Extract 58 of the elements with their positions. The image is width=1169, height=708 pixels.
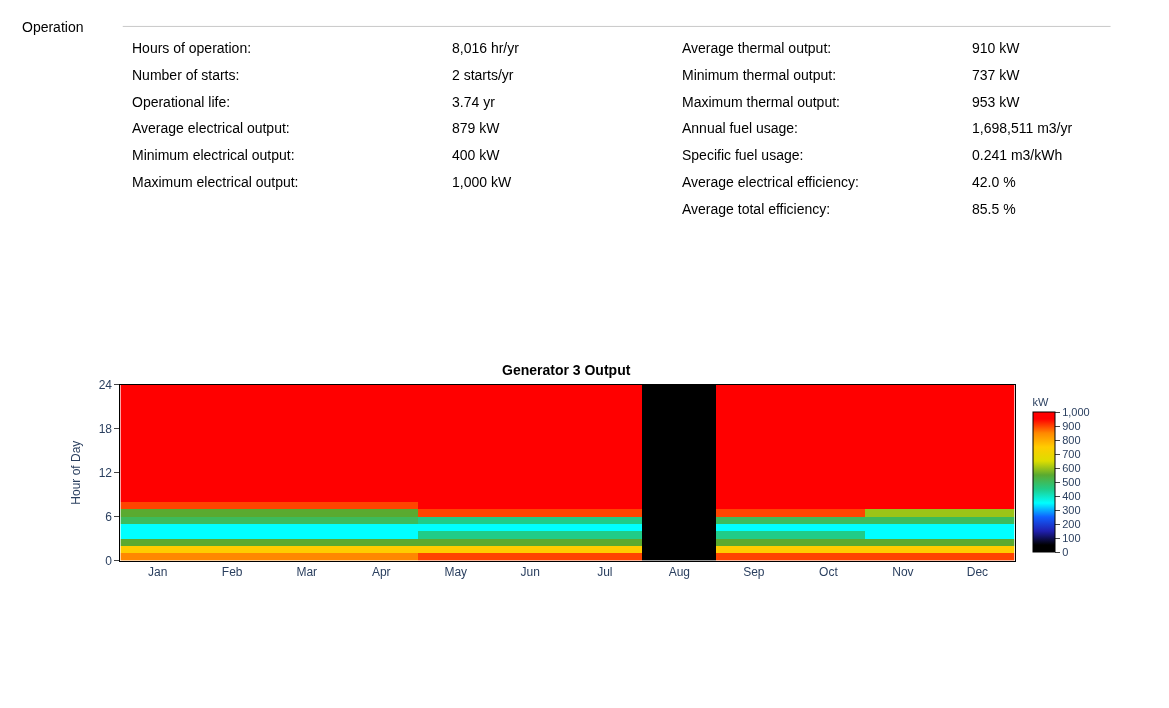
y-tick-label: 24 (98, 377, 113, 392)
text: 3.74 yr (452, 94, 496, 110)
color-bar-label: 300 (1062, 504, 1081, 517)
color-bar-label: 100 (1062, 532, 1081, 545)
text: 0.241 m3/kWh (972, 147, 1063, 163)
text: Average electrical output: (132, 120, 290, 136)
text: 910 kW (972, 40, 1021, 56)
color-bar-label: 200 (1062, 518, 1081, 531)
text: Minimum electrical output: (132, 147, 295, 163)
y-axis-title: Hour of Day (68, 440, 83, 505)
chart-title: Generator 3 Output (502, 362, 631, 378)
text: Minimum thermal output: (682, 67, 837, 83)
y-tick-label: 12 (98, 465, 113, 480)
text: 879 kW (452, 120, 501, 136)
text: 42.0 % (972, 174, 1016, 190)
color-bar-title: kW (1032, 395, 1049, 408)
x-tick-label: Mar (296, 565, 318, 580)
text: 953 kW (972, 94, 1021, 110)
color-bar-label: 900 (1062, 420, 1081, 433)
text: Operational life: (132, 94, 231, 110)
x-tick-label: Nov (892, 565, 914, 580)
text: Number of starts: (132, 67, 240, 83)
text: Specific fuel usage: (682, 147, 804, 163)
y-tick-label: 0 (105, 554, 113, 569)
text: 737 kW (972, 67, 1021, 83)
x-tick-label: Aug (668, 565, 691, 580)
x-tick-label: Feb (221, 565, 243, 580)
text: 1,000 kW (452, 174, 512, 190)
text: 85.5 % (972, 201, 1016, 217)
x-tick-label: Oct (819, 565, 839, 580)
text: Hours of operation: (132, 40, 252, 56)
text: Maximum electrical output: (132, 174, 299, 190)
x-tick-label: Sep (743, 565, 765, 580)
x-tick-label: Jan (147, 565, 168, 580)
text: Maximum thermal output: (682, 94, 840, 110)
x-tick-label: Jun (520, 565, 540, 580)
color-bar-label: 400 (1062, 490, 1081, 503)
color-bar-label: 700 (1062, 448, 1081, 461)
color-bar-label: 500 (1062, 476, 1081, 489)
text: Operation (22, 19, 84, 35)
text: 400 kW (452, 147, 501, 163)
text: Annual fuel usage: (682, 120, 798, 136)
text: Average electrical efficiency: (682, 174, 859, 190)
x-tick-label: Dec (966, 565, 989, 580)
y-tick-label: 6 (105, 509, 113, 524)
color-bar-label: 0 (1062, 546, 1069, 559)
text: 8,016 hr/yr (452, 40, 520, 56)
text: 2 starts/yr (452, 67, 514, 83)
color-bar-label: 600 (1062, 462, 1081, 475)
text: 1,698,511 m3/yr (972, 120, 1073, 136)
x-tick-label: Apr (371, 565, 391, 580)
x-tick-label: Jul (597, 565, 613, 580)
x-tick-label: May (444, 565, 468, 580)
color-bar-label: 800 (1062, 434, 1081, 447)
color-bar-label: 1,000 (1062, 406, 1090, 419)
text: Average total efficiency: (682, 201, 831, 217)
text: Average thermal output: (682, 40, 832, 56)
y-tick-label: 18 (98, 421, 113, 436)
